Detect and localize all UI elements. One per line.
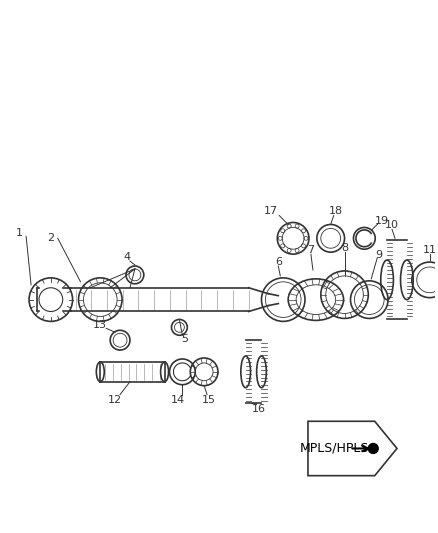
Text: 6: 6 xyxy=(275,257,282,267)
Text: 2: 2 xyxy=(47,233,54,243)
Text: 10: 10 xyxy=(385,221,399,230)
Text: 5: 5 xyxy=(181,334,188,344)
Text: 11: 11 xyxy=(423,245,437,255)
Text: 9: 9 xyxy=(376,250,383,260)
Text: 4: 4 xyxy=(124,252,131,262)
Text: 15: 15 xyxy=(202,394,216,405)
Text: 17: 17 xyxy=(264,206,279,216)
Text: 12: 12 xyxy=(108,394,122,405)
Text: 7: 7 xyxy=(307,245,314,255)
Circle shape xyxy=(368,443,378,454)
Text: 14: 14 xyxy=(170,394,184,405)
Text: MPLS/HPLS: MPLS/HPLS xyxy=(300,442,369,455)
Text: 16: 16 xyxy=(251,405,265,414)
Text: 8: 8 xyxy=(341,243,348,253)
Text: 19: 19 xyxy=(375,215,389,225)
Text: 18: 18 xyxy=(328,206,343,216)
Text: 1: 1 xyxy=(16,228,23,238)
Text: 13: 13 xyxy=(93,320,107,330)
